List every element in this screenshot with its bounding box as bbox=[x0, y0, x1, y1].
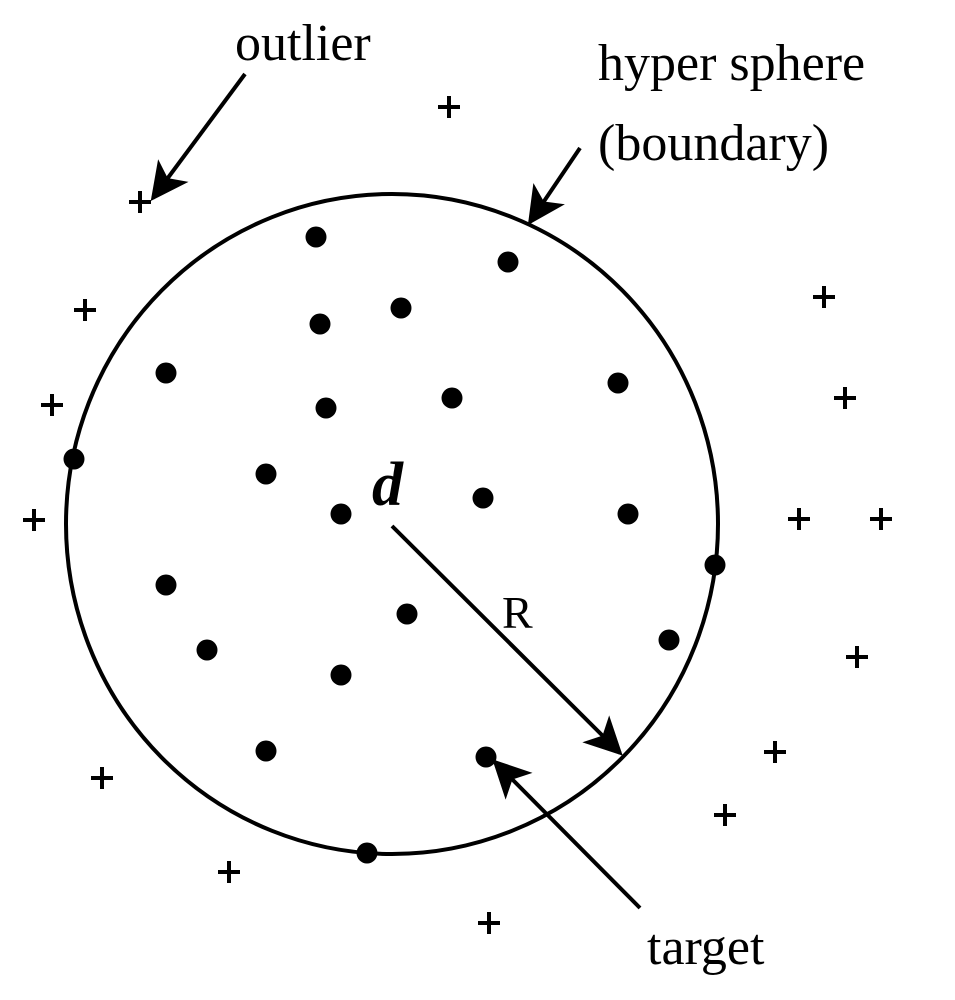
target-point bbox=[315, 397, 337, 419]
outlier-point bbox=[41, 394, 63, 416]
target-point bbox=[704, 554, 726, 576]
target-point bbox=[441, 387, 463, 409]
outlier-points bbox=[23, 96, 892, 934]
target-point bbox=[196, 639, 218, 661]
target-point bbox=[63, 448, 85, 470]
target-point bbox=[309, 313, 331, 335]
target-point bbox=[255, 740, 277, 762]
target-point bbox=[607, 372, 629, 394]
outlier-point bbox=[764, 741, 786, 763]
target-point bbox=[330, 664, 352, 686]
center-label: d bbox=[372, 451, 404, 519]
outlier-point bbox=[478, 912, 500, 934]
target-point bbox=[356, 842, 378, 864]
outlier-point bbox=[834, 387, 856, 409]
target-point bbox=[155, 362, 177, 384]
target-point bbox=[396, 603, 418, 625]
hypersphere-boundary bbox=[64, 192, 720, 856]
target-point bbox=[617, 503, 639, 525]
outlier-point bbox=[813, 286, 835, 308]
target-points bbox=[63, 226, 726, 864]
outlier-point bbox=[129, 191, 151, 213]
target-point bbox=[497, 251, 519, 273]
outlier-point bbox=[714, 804, 736, 826]
target-point bbox=[658, 629, 680, 651]
target-point bbox=[330, 503, 352, 525]
target-point bbox=[255, 463, 277, 485]
target-point bbox=[155, 574, 177, 596]
boundary-label-line2: (boundary) bbox=[598, 115, 829, 172]
outlier-point bbox=[438, 96, 460, 118]
outlier-point bbox=[218, 861, 240, 883]
boundary-label-line1: hyper sphere bbox=[598, 35, 865, 92]
radius-label: R bbox=[502, 587, 533, 638]
target-point bbox=[305, 226, 327, 248]
outlier-point bbox=[846, 646, 868, 668]
target-pointer-arrow bbox=[492, 759, 642, 910]
outlier-point bbox=[91, 767, 113, 789]
target-point bbox=[472, 487, 494, 509]
target-point bbox=[390, 297, 412, 319]
target-label: target bbox=[647, 919, 765, 976]
radius-arrow bbox=[390, 524, 623, 756]
boundary-pointer-arrow bbox=[527, 146, 582, 226]
outlier-pointer-arrow bbox=[150, 72, 247, 202]
outlier-label: outlier bbox=[235, 15, 371, 72]
outlier-point bbox=[23, 509, 45, 531]
target-point bbox=[475, 746, 497, 768]
outlier-point bbox=[74, 299, 96, 321]
outlier-point bbox=[870, 508, 892, 530]
outlier-point bbox=[788, 508, 810, 530]
